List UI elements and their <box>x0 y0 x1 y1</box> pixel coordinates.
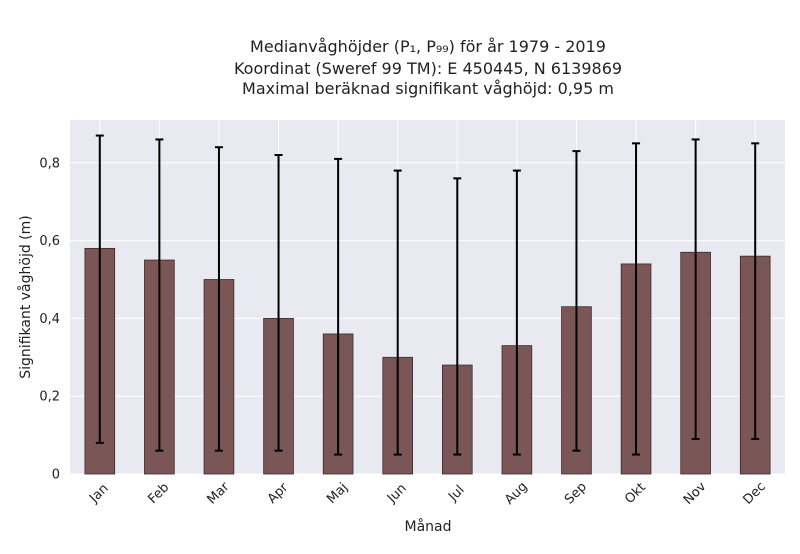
x-tick-label: Dec <box>741 479 769 507</box>
y-tick-label: 0 <box>52 468 60 483</box>
error-bars <box>95 134 760 456</box>
chart-title-line-2: Koordinat (Sweref 99 TM): E 450445, N 61… <box>234 59 622 78</box>
x-tick-label: Apr <box>265 480 292 507</box>
x-tick-label: Jun <box>384 481 410 507</box>
x-tick-label: Jan <box>86 481 111 506</box>
y-tick-label: 0,6 <box>39 234 60 249</box>
y-tick-label: 0,8 <box>39 156 60 171</box>
x-tick-label: Feb <box>145 480 172 507</box>
y-axis-label: Signifikant våghöjd (m) <box>17 215 34 378</box>
y-tick-label: 0,4 <box>39 312 60 327</box>
x-tick-label: Mar <box>205 479 233 507</box>
plot-area <box>70 120 785 474</box>
x-tick-label: Maj <box>324 480 351 507</box>
x-axis-label: Månad <box>405 518 452 535</box>
y-tick-label: 0,2 <box>39 390 60 405</box>
x-tick-label: Nov <box>681 479 710 508</box>
chart-title-line-3: Maximal beräknad signifikant våghöjd: 0,… <box>242 79 614 98</box>
chart-title-line-1: Medianvåghöjder (P₁, P₉₉) för år 1979 - … <box>250 37 606 56</box>
x-tick-labels: Jan Feb Mar Apr Maj Jun Jul Aug Sep Okt Nov Dec <box>86 479 769 508</box>
y-tick-labels: 0 0,2 0,4 0,6 0,8 <box>39 156 60 482</box>
x-tick-label: Jul <box>445 483 467 505</box>
x-tick-label: Sep <box>562 480 590 508</box>
x-tick-label: Aug <box>502 479 531 508</box>
x-tick-label: Okt <box>622 480 649 507</box>
